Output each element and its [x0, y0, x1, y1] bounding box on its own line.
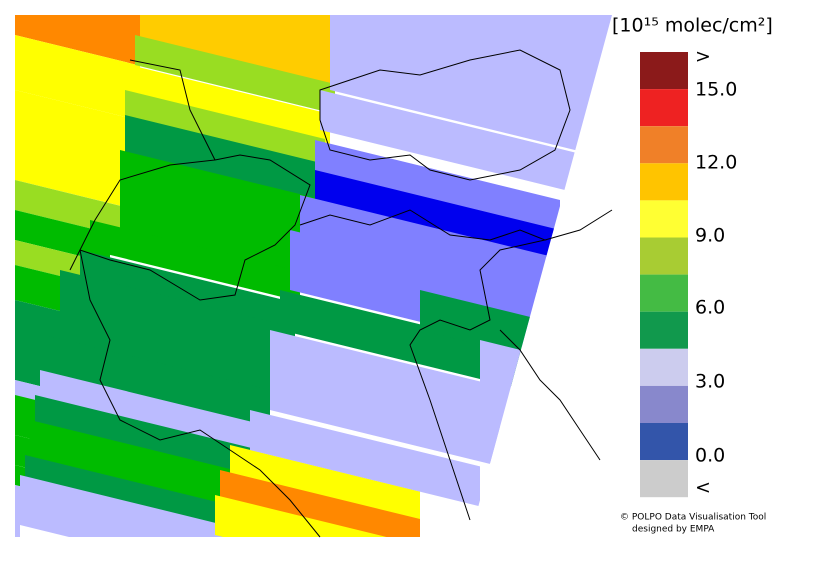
- map: [15, 15, 612, 537]
- scale-box: [640, 52, 688, 90]
- scale-box: [640, 423, 688, 461]
- scale-label: 9.0: [695, 225, 725, 247]
- swath-cell: [15, 90, 130, 209]
- scale-box: [640, 163, 688, 201]
- swath-cell: [60, 270, 280, 394]
- scale-label: 15.0: [695, 79, 737, 101]
- swath-cell: [20, 475, 230, 537]
- scale-box: [640, 237, 688, 275]
- swath-cell: [220, 470, 420, 537]
- scale-label: 6.0: [695, 297, 725, 319]
- scale-label: 12.0: [695, 152, 737, 174]
- swath-cell: [125, 90, 325, 169]
- swath-cell: [270, 330, 500, 467]
- swath-cell: [90, 220, 300, 302]
- swath-cell: [15, 35, 140, 121]
- swath-cell: [25, 455, 235, 532]
- swath-cell: [480, 340, 612, 495]
- credit-line: © POLPO Data Visualisation Tool: [620, 513, 766, 523]
- swath-cell: [250, 410, 480, 507]
- swath-cell: [215, 495, 420, 537]
- borders: [69, 49, 613, 538]
- legend: [10¹⁵ molec/cm²] >15.0 12.0 9.0 6.0 3.0 0.0 <: [612, 15, 773, 499]
- scale-box: [640, 385, 688, 423]
- scale-box: [640, 460, 688, 498]
- swath-cell: [135, 35, 335, 114]
- scale-label: <: [695, 477, 711, 499]
- swath-cell: [15, 240, 90, 284]
- scale-box: [640, 274, 688, 312]
- scale-box: [640, 200, 688, 238]
- scale-box: [640, 126, 688, 164]
- swath-cell: [15, 485, 20, 537]
- credit-line: designed by EMPA: [632, 525, 715, 535]
- legend-title: [10¹⁵ molec/cm²]: [612, 15, 773, 37]
- scale-box: [640, 348, 688, 386]
- swath-cell: [300, 195, 560, 299]
- swath-cell: [315, 140, 560, 236]
- swath-cell: [280, 290, 520, 389]
- swath-cell: [230, 445, 420, 522]
- swath-cell: [45, 335, 270, 431]
- scale-label: 0.0: [695, 445, 725, 467]
- scale-box: [640, 89, 688, 127]
- swath-cell: [15, 210, 110, 264]
- swath-cell: [35, 395, 250, 478]
- swath-cell: [30, 420, 240, 512]
- scale-box: [640, 311, 688, 349]
- swath-cell: [320, 90, 612, 204]
- swath-cell: [140, 15, 340, 89]
- swath-cell: [15, 15, 160, 71]
- swath-cell: [330, 15, 612, 162]
- scale-label: 3.0: [695, 371, 725, 393]
- scale-label: >: [695, 46, 711, 68]
- swath-cell: [130, 65, 330, 144]
- swath-cell: [120, 150, 315, 278]
